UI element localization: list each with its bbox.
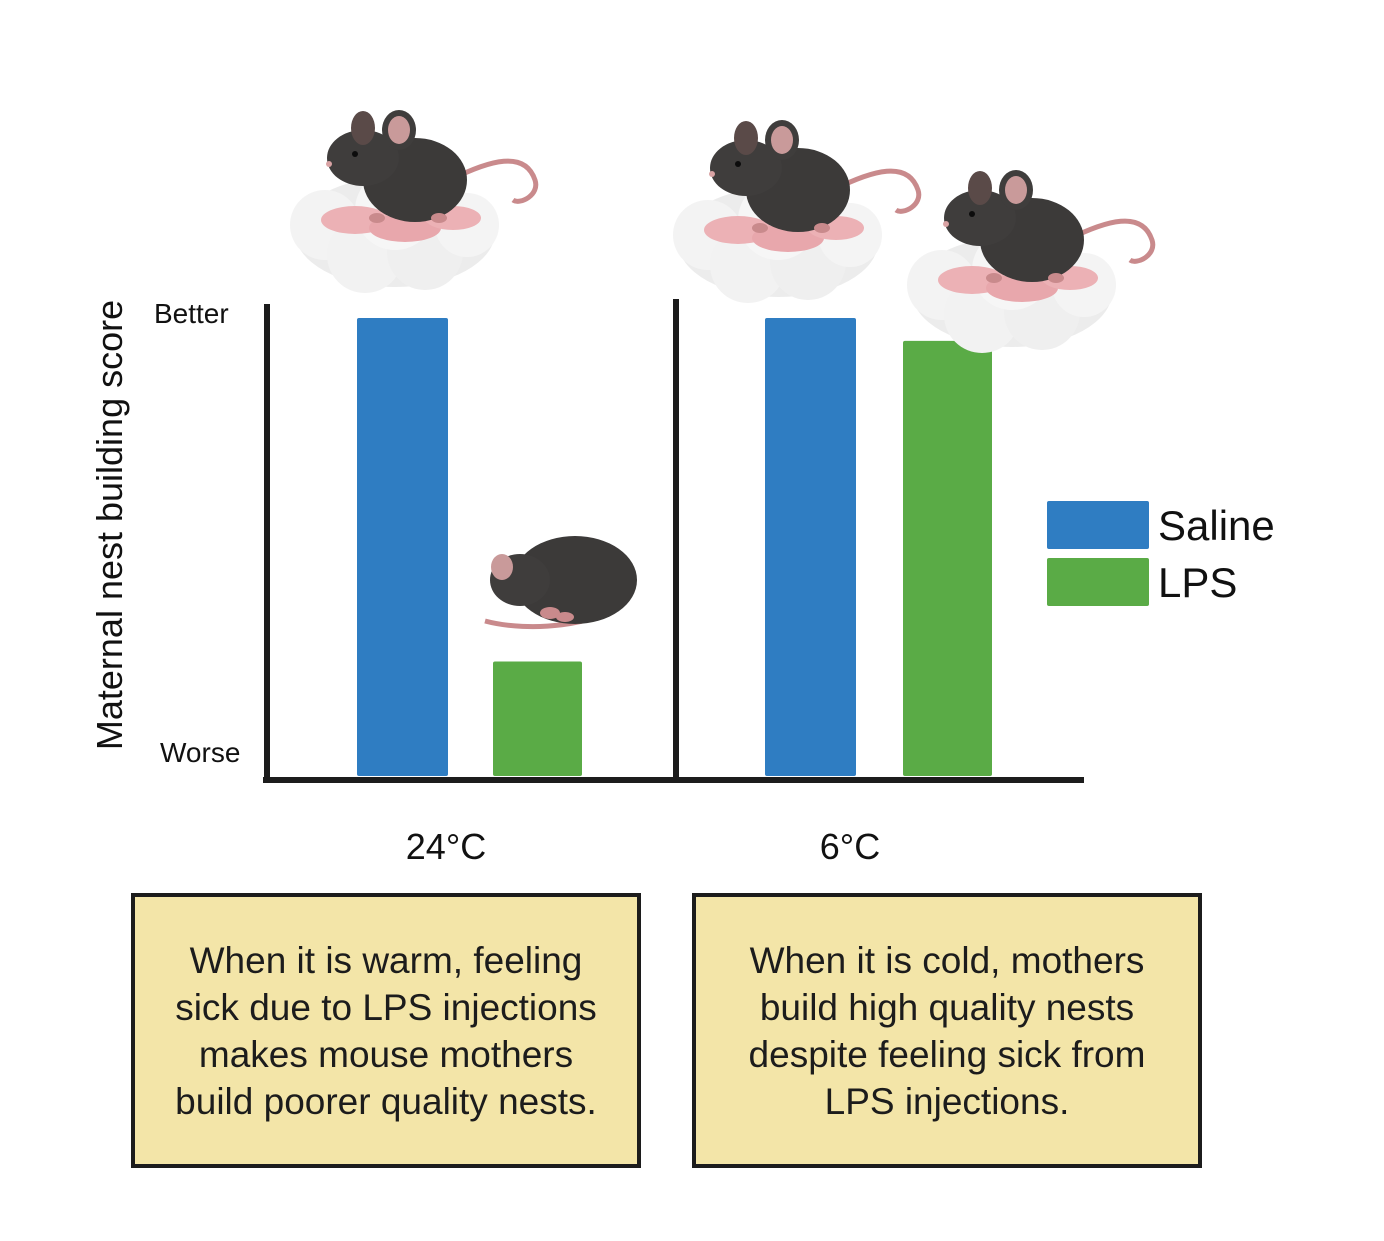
category-label-6c: 6°C [819, 826, 881, 867]
bar-lps-6c [903, 340, 992, 776]
category-label-24c: 24°C [405, 826, 487, 867]
mouse-mother-on-nest-icon [673, 120, 919, 303]
bar-saline-24c [357, 318, 448, 776]
legend-label-saline: Saline [1158, 502, 1275, 549]
legend-swatch-lps [1047, 558, 1149, 606]
y-tick-better: Better [154, 298, 229, 329]
bar-lps-24c [493, 661, 582, 776]
bar-saline-6c [765, 318, 856, 776]
annotation-warm: When it is warm, feeling sick due to LPS… [131, 893, 641, 1168]
legend-swatch-saline [1047, 501, 1149, 549]
y-tick-worse: Worse [160, 737, 241, 768]
legend-label-lps: LPS [1158, 559, 1238, 606]
mouse-mother-on-nest-icon [907, 170, 1153, 353]
sick-mouse-icon [484, 536, 637, 630]
y-axis-title: Maternal nest building score [89, 299, 130, 751]
annotation-cold: When it is cold, mothers build high qual… [692, 893, 1202, 1168]
mouse-mother-on-nest-icon [290, 110, 536, 293]
